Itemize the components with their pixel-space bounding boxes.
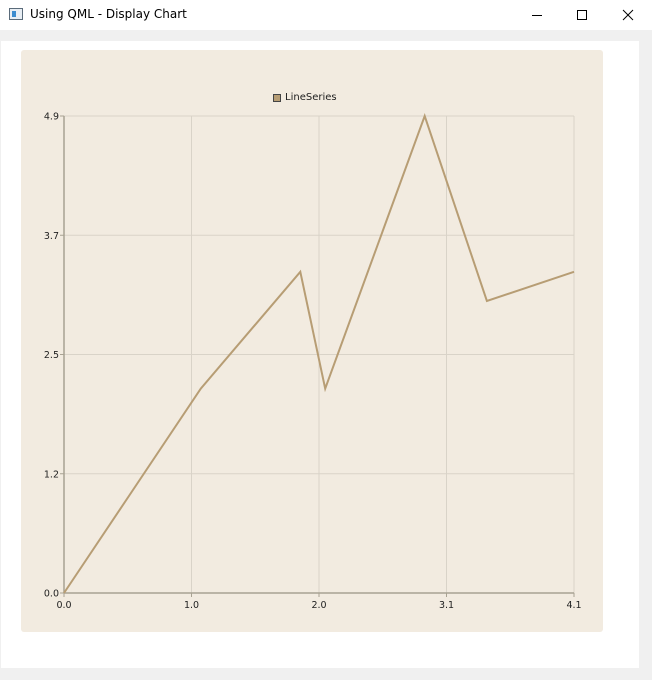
plot-area: 0.0 1.0 2.0 3.1 4.1 0.0 1.2 2.5 3.7 4.9 — [44, 112, 582, 612]
x-tick-label: 0.0 — [56, 600, 71, 611]
x-tick-label: 1.0 — [184, 600, 199, 611]
minimize-button[interactable] — [514, 0, 560, 30]
maximize-icon — [577, 10, 587, 20]
close-button[interactable] — [605, 0, 651, 30]
close-icon — [622, 9, 634, 21]
y-tick-label: 0.0 — [44, 589, 59, 600]
x-tick-label: 2.0 — [311, 600, 326, 611]
x-tick-label: 3.1 — [439, 600, 454, 611]
maximize-button[interactable] — [559, 0, 605, 30]
chart-view: LineSeries 0.0 1.0 2.0 3.1 4.1 0.0 1.2 2.5 3.7 4.… — [21, 50, 603, 632]
y-tick-label: 4.9 — [44, 112, 59, 123]
legend[interactable]: LineSeries — [273, 92, 337, 103]
x-tick-label: 4.1 — [566, 600, 581, 611]
window-title: Using QML - Display Chart — [30, 7, 187, 21]
title-bar[interactable]: Using QML - Display Chart — [0, 0, 652, 30]
legend-marker — [273, 93, 281, 102]
series-line — [63, 112, 575, 594]
y-tick-label: 3.7 — [44, 231, 59, 242]
client-area: LineSeries 0.0 1.0 2.0 3.1 4.1 0.0 1.2 2.5 3.7 4.… — [1, 41, 639, 668]
y-tick-label: 2.5 — [44, 350, 59, 361]
y-tick-label: 1.2 — [44, 469, 59, 480]
app-icon — [9, 8, 23, 20]
legend-label: LineSeries — [285, 92, 337, 103]
minimize-icon — [532, 15, 542, 16]
